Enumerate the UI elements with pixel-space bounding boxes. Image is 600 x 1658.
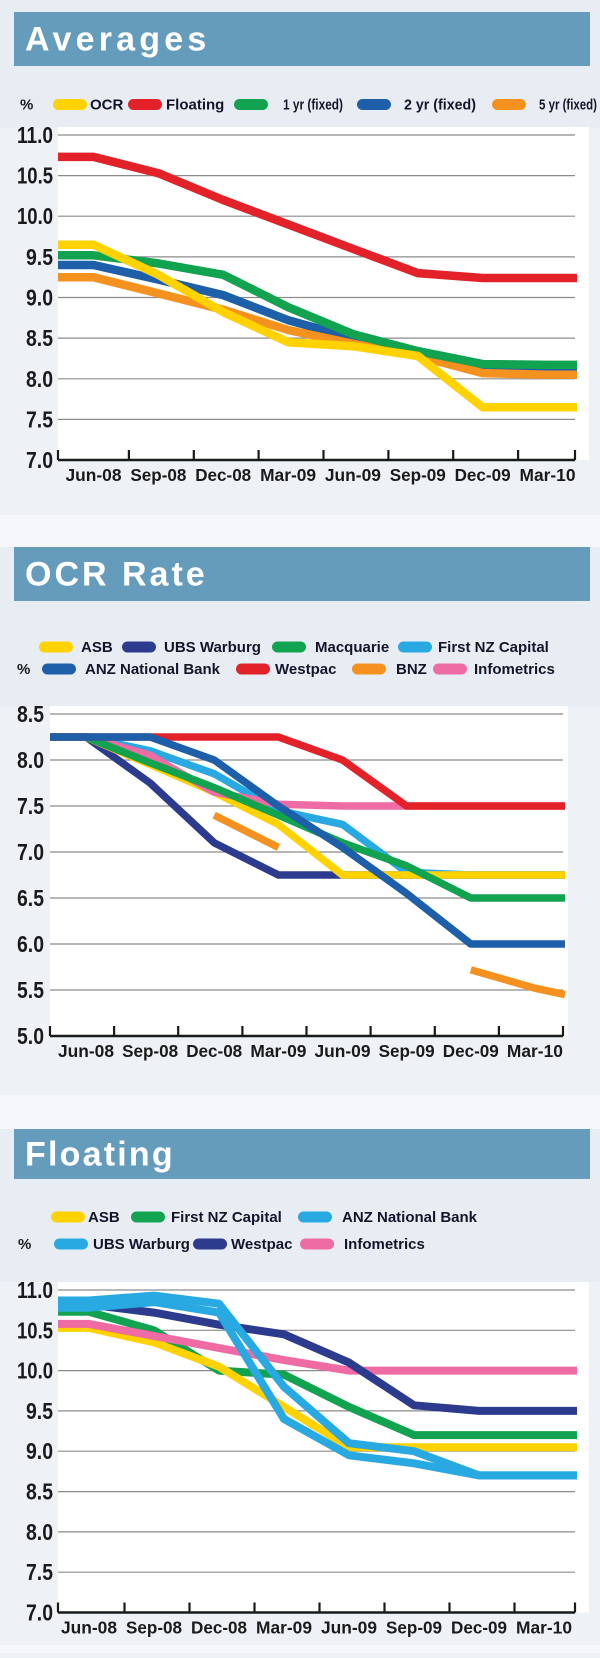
svg-text:11.0: 11.0: [17, 1277, 53, 1303]
svg-text:Averages: Averages: [25, 21, 210, 59]
svg-text:9.0: 9.0: [26, 285, 53, 311]
svg-text:6.5: 6.5: [17, 885, 44, 911]
svg-text:ANZ National Bank: ANZ National Bank: [342, 1209, 478, 1226]
svg-text:9.5: 9.5: [26, 244, 53, 270]
svg-text:%: %: [17, 661, 30, 678]
svg-text:5.5: 5.5: [17, 977, 44, 1003]
svg-text:7.0: 7.0: [17, 839, 44, 865]
svg-text:8.5: 8.5: [17, 701, 44, 727]
svg-text:Sep-09: Sep-09: [390, 465, 446, 485]
svg-text:Jun-08: Jun-08: [58, 1041, 114, 1061]
svg-text:Sep-09: Sep-09: [386, 1618, 442, 1638]
svg-text:OCR Rate: OCR Rate: [25, 556, 208, 594]
svg-text:Mar-09: Mar-09: [250, 1041, 306, 1061]
svg-text:7.5: 7.5: [26, 406, 53, 432]
svg-text:Jun-09: Jun-09: [315, 1041, 371, 1061]
svg-text:9.0: 9.0: [26, 1438, 53, 1464]
svg-text:ASB: ASB: [88, 1209, 120, 1226]
svg-text:ANZ National Bank: ANZ National Bank: [85, 661, 221, 678]
svg-text:UBS Warburg: UBS Warburg: [164, 639, 261, 656]
svg-text:10.0: 10.0: [17, 203, 53, 229]
svg-text:8.0: 8.0: [26, 1519, 53, 1545]
svg-text:Sep-09: Sep-09: [379, 1041, 435, 1061]
svg-text:7.5: 7.5: [17, 793, 44, 819]
svg-text:Sep-08: Sep-08: [126, 1618, 182, 1638]
svg-text:Dec-09: Dec-09: [455, 465, 511, 485]
svg-text:%: %: [18, 1236, 31, 1253]
svg-text:5 yr (fixed): 5 yr (fixed): [539, 97, 597, 114]
svg-text:10.0: 10.0: [17, 1358, 53, 1384]
svg-text:Westpac: Westpac: [275, 661, 336, 678]
svg-text:7.5: 7.5: [26, 1559, 53, 1585]
svg-text:Mar-10: Mar-10: [516, 1618, 572, 1638]
svg-text:Dec-09: Dec-09: [451, 1618, 507, 1638]
svg-text:Floating: Floating: [25, 1136, 175, 1174]
svg-text:%: %: [20, 97, 33, 114]
svg-text:8.5: 8.5: [26, 1479, 53, 1505]
svg-text:Jun-09: Jun-09: [321, 1618, 377, 1638]
svg-text:6.0: 6.0: [17, 931, 44, 957]
svg-text:1 yr (fixed): 1 yr (fixed): [283, 97, 343, 114]
svg-text:Dec-09: Dec-09: [443, 1041, 499, 1061]
svg-text:ASB: ASB: [81, 639, 113, 656]
svg-text:2 yr (fixed): 2 yr (fixed): [404, 97, 476, 114]
svg-text:Sep-08: Sep-08: [130, 465, 186, 485]
svg-text:9.5: 9.5: [26, 1398, 53, 1424]
svg-text:BNZ: BNZ: [396, 661, 427, 678]
svg-text:Jun-08: Jun-08: [66, 465, 122, 485]
svg-text:Dec-08: Dec-08: [191, 1618, 247, 1638]
svg-text:UBS Warburg: UBS Warburg: [93, 1236, 190, 1253]
svg-text:11.0: 11.0: [17, 122, 53, 148]
svg-text:8.0: 8.0: [17, 747, 44, 773]
svg-text:Jun-08: Jun-08: [61, 1618, 117, 1638]
svg-text:Mar-09: Mar-09: [260, 465, 316, 485]
svg-text:Infometrics: Infometrics: [474, 661, 555, 678]
svg-text:Dec-08: Dec-08: [186, 1041, 242, 1061]
svg-text:10.5: 10.5: [17, 1317, 53, 1343]
svg-text:Westpac: Westpac: [231, 1236, 292, 1253]
svg-text:Jun-09: Jun-09: [325, 465, 381, 485]
svg-text:Infometrics: Infometrics: [344, 1236, 425, 1253]
svg-text:Floating: Floating: [166, 97, 224, 114]
svg-text:Dec-08: Dec-08: [195, 465, 251, 485]
svg-text:8.0: 8.0: [26, 366, 53, 392]
svg-text:5.0: 5.0: [17, 1023, 44, 1049]
svg-text:First NZ Capital: First NZ Capital: [438, 639, 549, 656]
svg-text:Mar-10: Mar-10: [520, 465, 576, 485]
svg-text:10.5: 10.5: [17, 163, 53, 189]
svg-text:Mar-09: Mar-09: [256, 1618, 312, 1638]
svg-text:First NZ Capital: First NZ Capital: [171, 1209, 282, 1226]
svg-text:OCR: OCR: [90, 97, 124, 114]
svg-text:8.5: 8.5: [26, 325, 53, 351]
svg-text:7.0: 7.0: [26, 1600, 53, 1626]
svg-text:Mar-10: Mar-10: [507, 1041, 563, 1061]
svg-text:Sep-08: Sep-08: [122, 1041, 178, 1061]
svg-text:Macquarie: Macquarie: [315, 639, 389, 656]
svg-text:7.0: 7.0: [26, 447, 53, 473]
